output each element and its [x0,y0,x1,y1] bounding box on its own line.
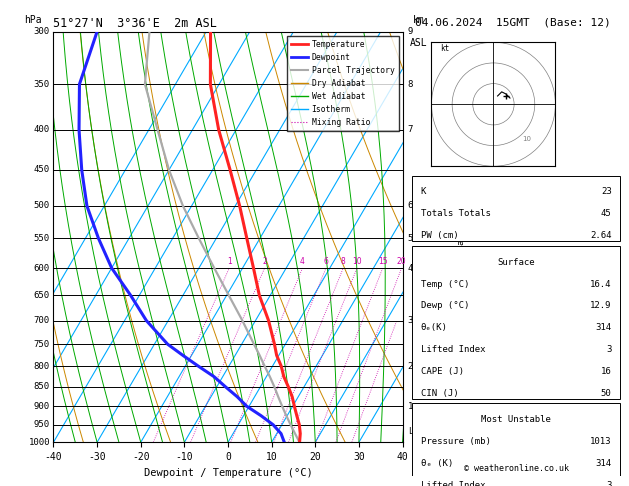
Text: 1: 1 [227,257,231,266]
Text: 750: 750 [34,340,50,348]
Text: 12.9: 12.9 [590,301,611,311]
Bar [412,403,620,486]
Text: 10: 10 [352,257,362,266]
Text: 850: 850 [34,382,50,391]
Text: 314: 314 [596,459,611,468]
Text: 450: 450 [34,165,50,174]
Text: Most Unstable: Most Unstable [481,415,551,424]
Text: θₑ (K): θₑ (K) [421,459,453,468]
Text: Dewp (°C): Dewp (°C) [421,301,469,311]
Text: 400: 400 [34,125,50,134]
Text: Lifted Index: Lifted Index [421,345,485,354]
Text: 15: 15 [378,257,387,266]
Text: 300: 300 [34,27,50,36]
Text: 4: 4 [300,257,305,266]
Text: 900: 900 [34,402,50,411]
Text: 350: 350 [34,80,50,88]
Text: 10: 10 [522,137,532,142]
Text: Temp (°C): Temp (°C) [421,279,469,289]
X-axis label: Dewpoint / Temperature (°C): Dewpoint / Temperature (°C) [143,468,313,478]
Text: CAPE (J): CAPE (J) [421,367,464,376]
Text: 950: 950 [34,420,50,429]
Bar [412,246,620,399]
Bar [412,175,620,241]
Text: LCL: LCL [408,427,423,435]
Text: PW (cm): PW (cm) [421,231,459,240]
Text: Lifted Index: Lifted Index [421,481,485,486]
Text: 6: 6 [408,201,413,210]
Text: 500: 500 [34,201,50,210]
Text: © weatheronline.co.uk: © weatheronline.co.uk [464,464,569,473]
Text: 3: 3 [606,481,611,486]
Text: 16: 16 [601,367,611,376]
Text: 50: 50 [601,389,611,398]
Text: 16.4: 16.4 [590,279,611,289]
Text: kt: kt [440,44,449,52]
Text: Mixing Ratio (g/kg): Mixing Ratio (g/kg) [457,186,467,288]
Text: 5: 5 [408,234,413,243]
Text: CIN (J): CIN (J) [421,389,459,398]
Legend: Temperature, Dewpoint, Parcel Trajectory, Dry Adiabat, Wet Adiabat, Isotherm, Mi: Temperature, Dewpoint, Parcel Trajectory… [287,35,399,131]
Text: 04.06.2024  15GMT  (Base: 12): 04.06.2024 15GMT (Base: 12) [415,17,611,27]
Text: 3: 3 [606,345,611,354]
Text: 23: 23 [601,188,611,196]
Text: 2: 2 [408,362,413,371]
Text: 700: 700 [34,316,50,325]
Text: 650: 650 [34,291,50,300]
Text: K: K [421,188,426,196]
Text: 2: 2 [262,257,267,266]
Text: 20: 20 [397,257,406,266]
Text: 314: 314 [596,323,611,332]
Text: km: km [413,16,424,25]
Text: 6: 6 [323,257,328,266]
Text: 4: 4 [408,263,413,273]
Text: 51°27'N  3°36'E  2m ASL: 51°27'N 3°36'E 2m ASL [53,17,218,31]
Text: 1000: 1000 [28,438,50,447]
Text: 1013: 1013 [590,437,611,446]
Text: 8: 8 [408,80,413,88]
Text: 8: 8 [341,257,346,266]
Text: 7: 7 [408,125,413,134]
Text: 45: 45 [601,209,611,218]
Text: θₑ(K): θₑ(K) [421,323,447,332]
Text: 800: 800 [34,362,50,371]
Text: ASL: ASL [409,38,427,48]
Text: Totals Totals: Totals Totals [421,209,491,218]
Text: 600: 600 [34,263,50,273]
Text: 3: 3 [408,316,413,325]
Text: 9: 9 [408,27,413,36]
Text: 2.64: 2.64 [590,231,611,240]
Text: 550: 550 [34,234,50,243]
Text: Pressure (mb): Pressure (mb) [421,437,491,446]
Text: 1: 1 [408,402,413,411]
Text: Surface: Surface [498,258,535,267]
Text: hPa: hPa [24,16,42,25]
